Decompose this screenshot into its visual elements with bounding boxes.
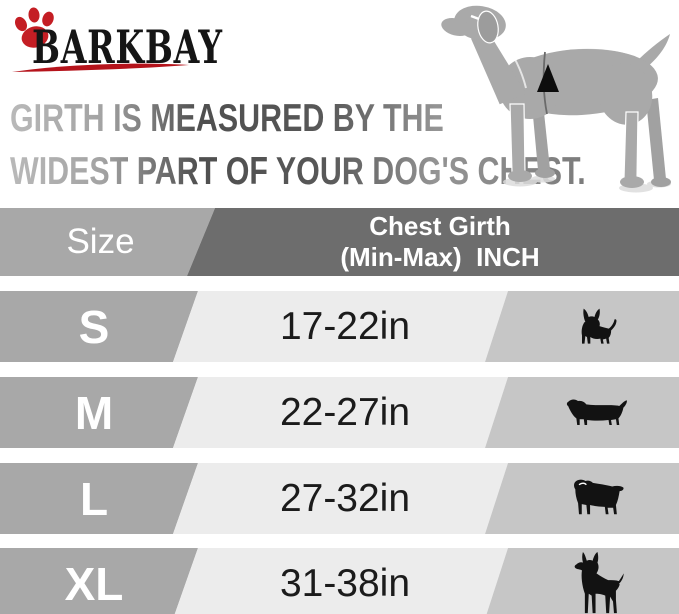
size-row-xl: XL 31-38in bbox=[0, 548, 679, 614]
headline-line2: WIDEST PART OF YOUR DOG'S CHEST. bbox=[10, 145, 586, 198]
girth-value: 17-22in bbox=[279, 304, 411, 348]
paw-icon bbox=[15, 7, 54, 48]
table-header-row: Size Chest Girth (Min-Max) INCH bbox=[0, 208, 679, 276]
girth-header-line2: (Min-Max) INCH bbox=[340, 242, 540, 272]
column-header-girth: Chest Girth (Min-Max) INCH bbox=[201, 208, 679, 276]
size-row-l: L 27-32in bbox=[0, 463, 679, 534]
chihuahua-icon bbox=[537, 291, 657, 362]
column-header-size: Size bbox=[66, 222, 135, 261]
rottweiler-icon bbox=[537, 463, 657, 534]
dog-measurement-diagram bbox=[440, 0, 679, 200]
size-label: S bbox=[78, 300, 110, 353]
size-label: XL bbox=[64, 557, 124, 610]
girth-header-line1: Chest Girth bbox=[369, 211, 511, 241]
row-icon-bg bbox=[485, 291, 679, 362]
row-value-bg bbox=[173, 463, 508, 534]
header-girth-bg bbox=[187, 208, 679, 276]
dog-silhouette bbox=[441, 5, 671, 193]
row-label-bg bbox=[0, 463, 198, 534]
row-label-bg bbox=[0, 291, 198, 362]
girth-value: 31-38in bbox=[279, 561, 411, 605]
row-value-bg bbox=[173, 548, 508, 614]
row-label-bg bbox=[0, 548, 198, 614]
great-dane-icon bbox=[537, 548, 657, 614]
girth-value: 27-32in bbox=[279, 476, 411, 520]
headline: GIRTH IS MEASURED BY THE WIDEST PART OF … bbox=[10, 92, 679, 198]
row-value-bg bbox=[173, 377, 508, 448]
size-row-s: S 17-22in bbox=[0, 291, 679, 362]
size-label: L bbox=[79, 472, 109, 525]
headline-line1: GIRTH IS MEASURED BY THE bbox=[10, 92, 586, 145]
header-size-bg bbox=[0, 208, 215, 276]
row-label-bg bbox=[0, 377, 198, 448]
row-value-bg bbox=[173, 291, 508, 362]
girth-value: 22-27in bbox=[279, 390, 411, 434]
dachshund-icon bbox=[537, 377, 657, 448]
measure-arrow-icon bbox=[537, 64, 559, 92]
size-label: M bbox=[74, 386, 114, 439]
size-row-m: M 22-27in bbox=[0, 377, 679, 448]
swoosh-underline bbox=[12, 63, 189, 72]
brand-logo: BARKBAY bbox=[8, 4, 222, 76]
